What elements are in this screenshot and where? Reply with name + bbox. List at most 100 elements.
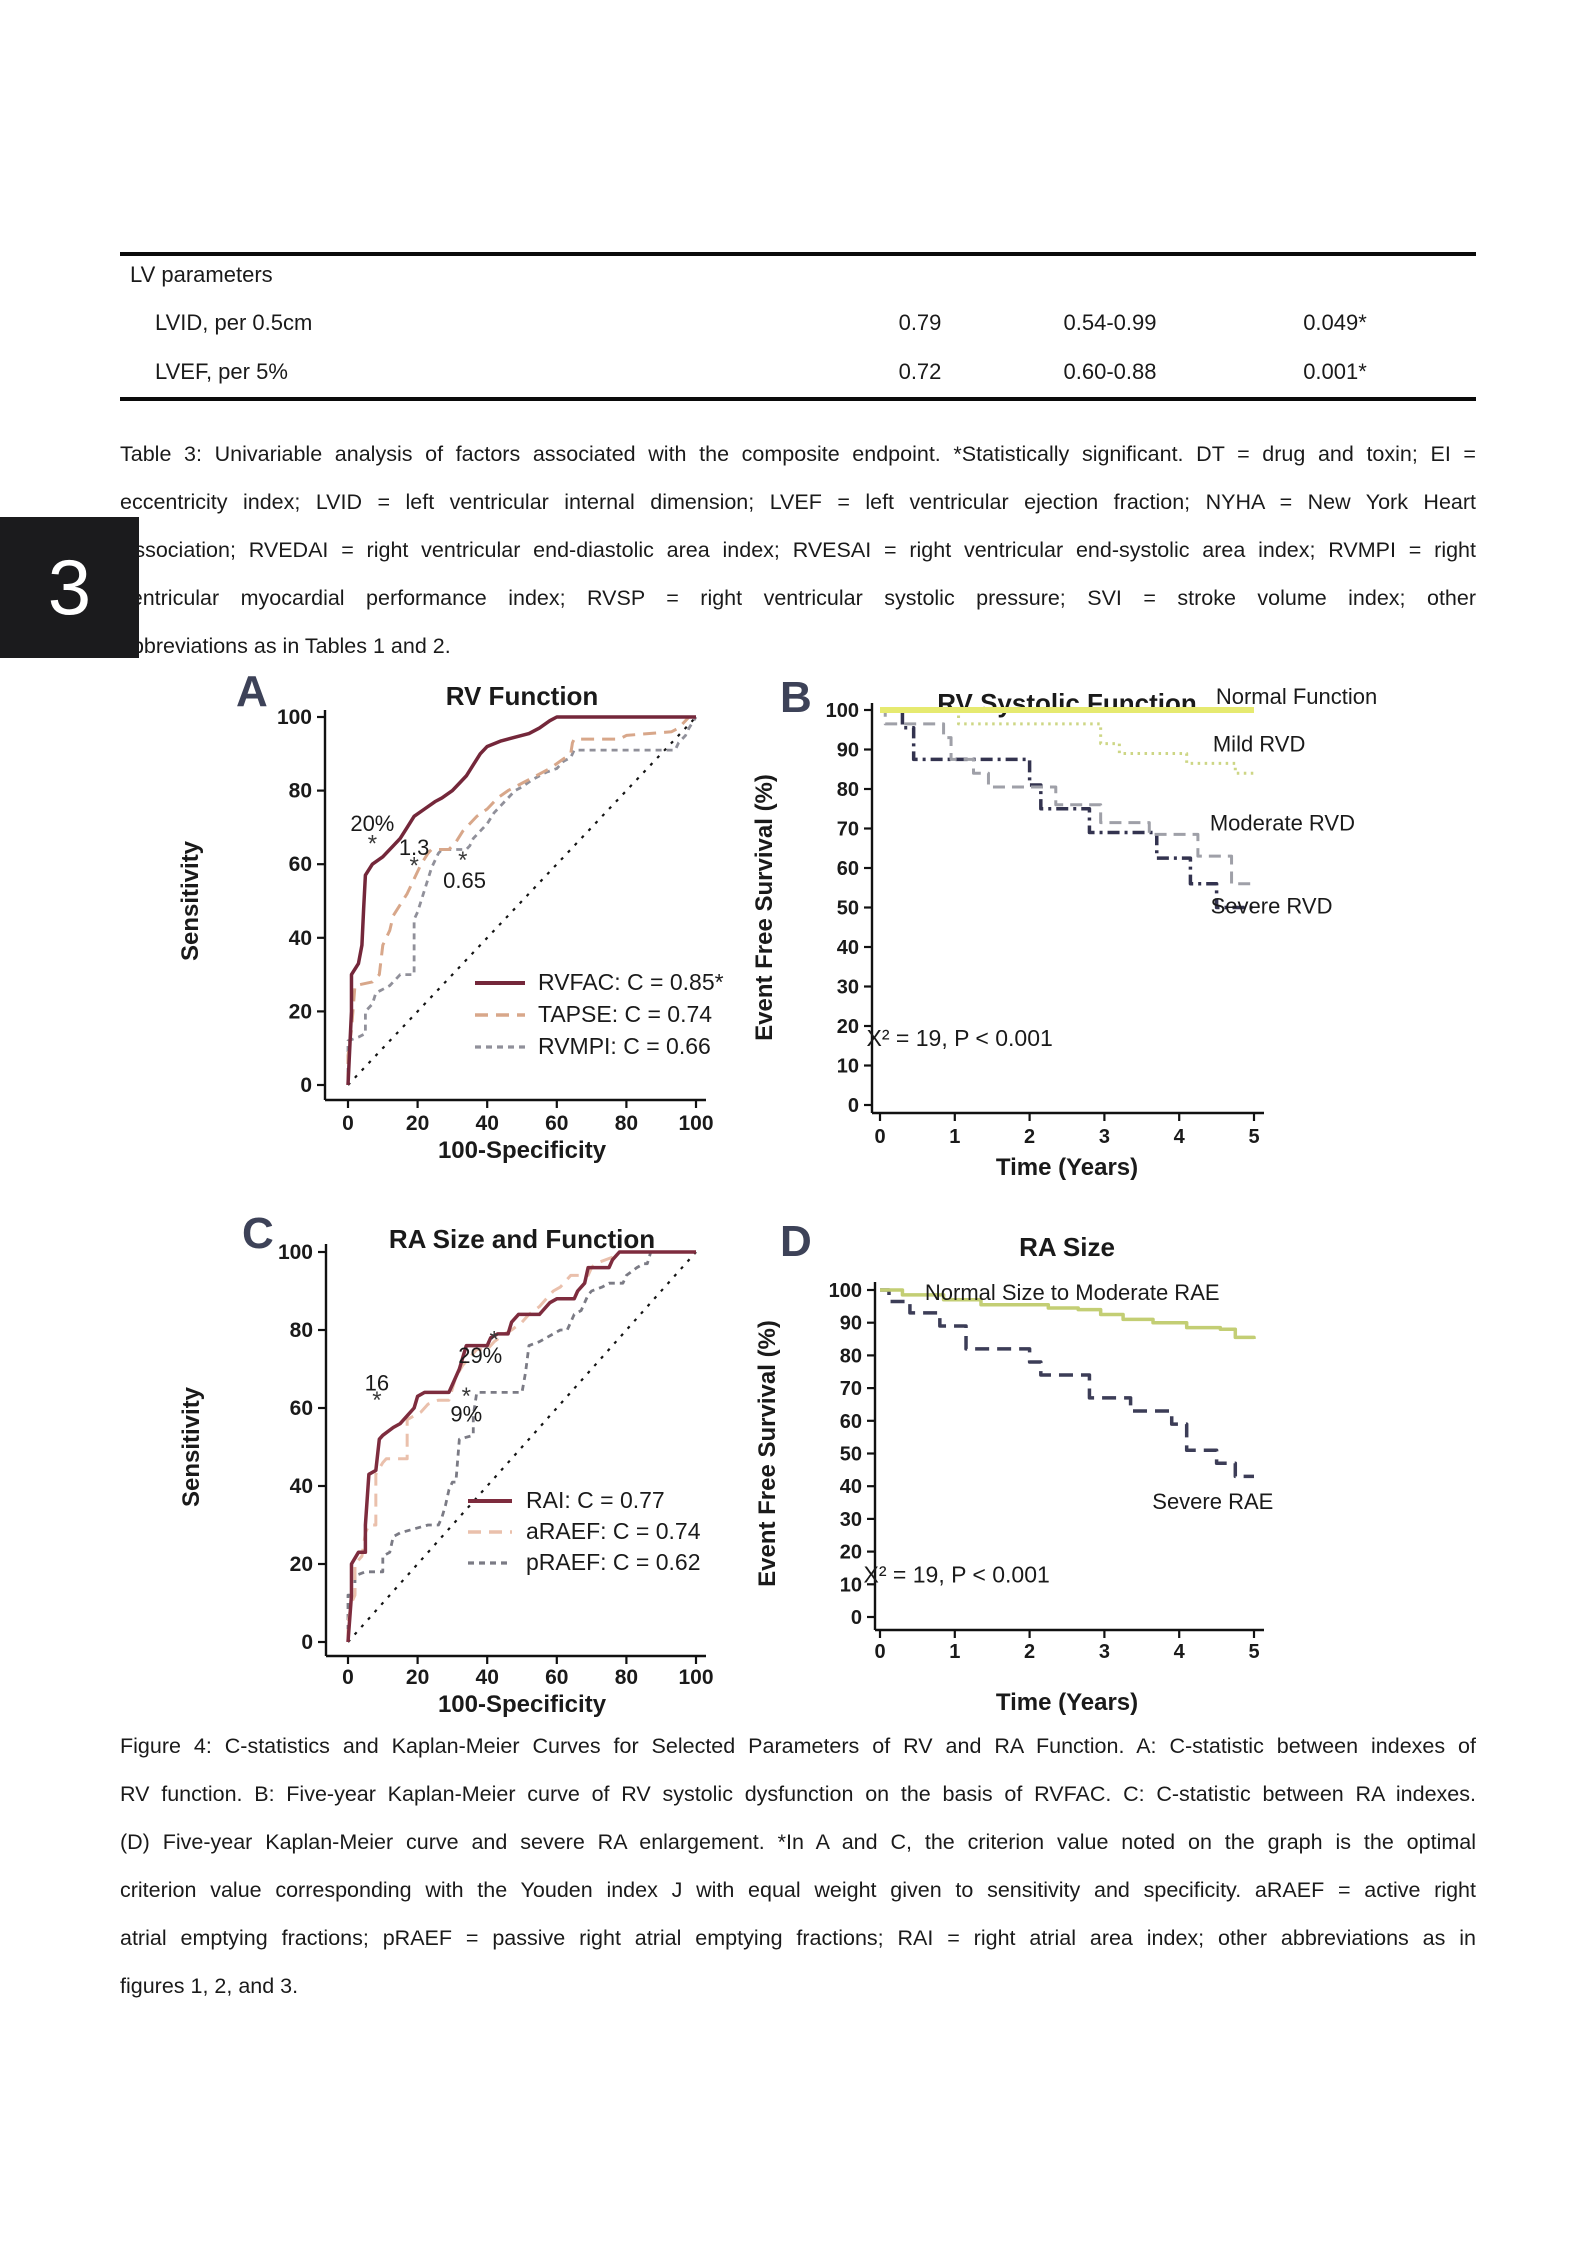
svg-text:80: 80 <box>615 1666 638 1689</box>
page-number: 3 <box>47 543 92 631</box>
table-cell-ci: 0.54-0.99 <box>1063 310 1157 335</box>
svg-text:A: A <box>236 667 268 716</box>
svg-text:90: 90 <box>837 740 859 762</box>
table-cell-hazard-ratio: 0.79 <box>898 310 942 335</box>
svg-text:Moderate RVD: Moderate RVD <box>1210 810 1355 835</box>
svg-text:pRAEF: C = 0.62: pRAEF: C = 0.62 <box>526 1549 701 1575</box>
svg-text:B: B <box>780 673 812 722</box>
svg-text:X² = 19, P < 0.001: X² = 19, P < 0.001 <box>864 1562 1050 1588</box>
svg-text:D: D <box>780 1217 812 1266</box>
svg-text:0: 0 <box>342 1112 354 1135</box>
svg-text:C: C <box>242 1209 274 1258</box>
svg-text:20: 20 <box>406 1666 429 1689</box>
svg-text:20: 20 <box>289 1000 312 1023</box>
svg-text:30: 30 <box>837 977 859 999</box>
svg-text:Time (Years): Time (Years) <box>996 1154 1138 1181</box>
svg-text:80: 80 <box>289 780 312 803</box>
svg-text:40: 40 <box>290 1475 313 1498</box>
table-cell-ci: 0.60-0.88 <box>1063 359 1157 384</box>
svg-text:Normal Function: Normal Function <box>1216 684 1377 709</box>
svg-text:4: 4 <box>1174 1126 1186 1148</box>
figure-panel-b: 0 1 2 3 4 5 0 10 20 30 40 50 60 70 80 90 100 Time (Years)… <box>730 648 1454 1198</box>
svg-text:60: 60 <box>837 858 859 880</box>
svg-text:100: 100 <box>678 1666 713 1689</box>
svg-text:0: 0 <box>848 1095 859 1117</box>
figure4-caption: Figure 4: C-statistics and Kaplan-Meier … <box>120 1722 1476 2010</box>
svg-text:10: 10 <box>840 1574 862 1596</box>
table3-caption: Table 3: Univariable analysis of factors… <box>120 430 1476 670</box>
svg-text:1: 1 <box>949 1641 960 1663</box>
svg-text:20: 20 <box>837 1016 859 1038</box>
svg-text:60: 60 <box>545 1666 568 1689</box>
svg-text:50: 50 <box>837 898 859 920</box>
svg-text:100: 100 <box>277 706 312 729</box>
svg-text:Sensitivity: Sensitivity <box>178 1386 205 1507</box>
svg-text:100-Specificity: 100-Specificity <box>438 1691 607 1718</box>
svg-text:60: 60 <box>290 1397 313 1420</box>
svg-text:100: 100 <box>278 1241 313 1264</box>
caption-line: Table 3: Univariable analysis of factors… <box>120 442 1476 466</box>
svg-text:30: 30 <box>840 1509 862 1531</box>
table-top-rule <box>120 252 1476 256</box>
svg-text:RAI: C = 0.77: RAI: C = 0.77 <box>526 1487 665 1513</box>
caption-line: criterion value corresponding with the Y… <box>120 1878 1476 1902</box>
svg-text:1: 1 <box>949 1126 960 1148</box>
svg-text:*: * <box>458 847 467 874</box>
svg-text:Event Free Survival (%): Event Free Survival (%) <box>754 1320 781 1587</box>
svg-text:2: 2 <box>1024 1126 1035 1148</box>
figure-panel-a: 0 20 40 60 80 100 0 20 40 60 80 100 100-Specificity S… <box>160 648 725 1198</box>
svg-text:0: 0 <box>851 1607 862 1629</box>
svg-text:100: 100 <box>678 1112 713 1135</box>
svg-text:0: 0 <box>300 1074 312 1097</box>
svg-text:100: 100 <box>826 700 859 722</box>
svg-text:20: 20 <box>840 1542 862 1564</box>
figure-panel-c: 0 20 40 60 80 100 0 20 40 60 80 100 100-Specificity S… <box>160 1186 725 1746</box>
svg-text:3: 3 <box>1099 1641 1110 1663</box>
svg-text:70: 70 <box>840 1378 862 1400</box>
svg-text:5: 5 <box>1248 1641 1259 1663</box>
svg-text:X² = 19, P < 0.001: X² = 19, P < 0.001 <box>867 1025 1053 1051</box>
svg-text:Severe RAE: Severe RAE <box>1152 1489 1273 1514</box>
svg-text:40: 40 <box>840 1476 862 1498</box>
page-number-box: 3 <box>0 517 139 658</box>
svg-text:100-Specificity: 100-Specificity <box>438 1137 607 1164</box>
svg-text:0: 0 <box>874 1641 885 1663</box>
svg-text:60: 60 <box>289 853 312 876</box>
caption-line: RV function. B: Five-year Kaplan-Meier c… <box>120 1782 1476 1806</box>
svg-text:3: 3 <box>1099 1126 1110 1148</box>
table-cell-hazard-ratio: 0.72 <box>898 359 942 384</box>
table-row-label: LVEF, per 5% <box>155 359 288 384</box>
svg-text:29%: 29% <box>458 1343 502 1368</box>
svg-text:9%: 9% <box>450 1402 482 1427</box>
svg-text:*: * <box>489 1327 498 1354</box>
svg-text:0: 0 <box>874 1126 885 1148</box>
table-row-label: LVID, per 0.5cm <box>155 310 313 335</box>
table3: LV parameters LVID, per 0.5cm 0.79 0.54-… <box>120 252 1476 402</box>
table-section-header: LV parameters <box>130 262 273 287</box>
caption-line: Figure 4: C-statistics and Kaplan-Meier … <box>120 1734 1476 1758</box>
svg-text:40: 40 <box>289 927 312 950</box>
caption-line: atrial emptying fractions; pRAEF = passi… <box>120 1926 1476 1950</box>
svg-text:*: * <box>372 1387 381 1414</box>
svg-text:80: 80 <box>837 779 859 801</box>
roc-chart-rv-function: 0 20 40 60 80 100 0 20 40 60 80 100 100-Specificity S… <box>177 667 724 1164</box>
svg-text:20: 20 <box>290 1553 313 1576</box>
svg-text:RV Function: RV Function <box>446 681 599 711</box>
svg-text:0: 0 <box>342 1666 354 1689</box>
svg-text:Mild RVD: Mild RVD <box>1213 731 1306 756</box>
svg-text:TAPSE: C = 0.74: TAPSE: C = 0.74 <box>538 1001 712 1027</box>
svg-text:Severe RVD: Severe RVD <box>1211 893 1333 918</box>
svg-text:Time (Years): Time (Years) <box>996 1689 1138 1716</box>
svg-text:20%: 20% <box>350 811 394 836</box>
svg-text:40: 40 <box>476 1112 499 1135</box>
svg-text:70: 70 <box>837 819 859 841</box>
svg-text:100: 100 <box>829 1280 862 1302</box>
svg-text:*: * <box>462 1383 471 1410</box>
svg-text:40: 40 <box>837 937 859 959</box>
svg-text:RVMPI: C = 0.66: RVMPI: C = 0.66 <box>538 1033 711 1059</box>
table-bottom-rule <box>120 397 1476 401</box>
svg-text:40: 40 <box>476 1666 499 1689</box>
